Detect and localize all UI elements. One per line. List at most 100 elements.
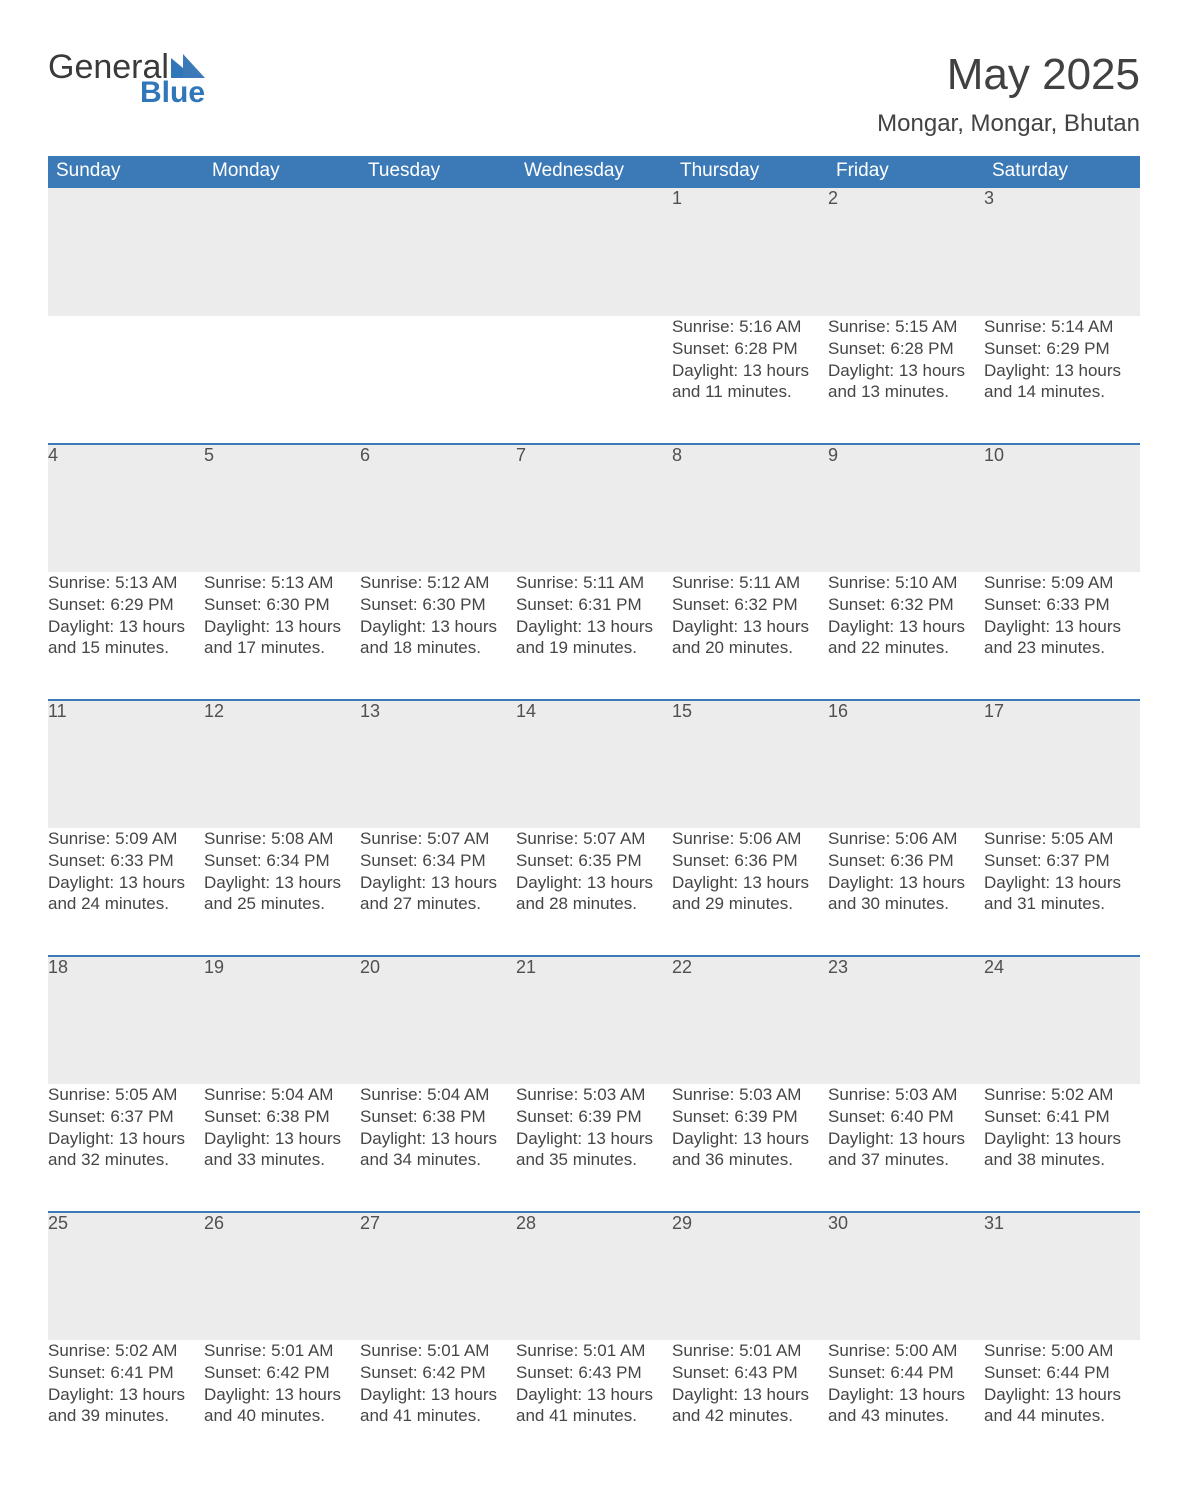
sunset-label: Sunset: xyxy=(828,339,890,358)
day-details-cell: Sunrise: 5:03 AMSunset: 6:39 PMDaylight:… xyxy=(672,1084,828,1212)
day-details-cell: Sunrise: 5:07 AMSunset: 6:34 PMDaylight:… xyxy=(360,828,516,956)
sunrise-value: 5:00 AM xyxy=(1051,1341,1113,1360)
sunset-value: 6:28 PM xyxy=(734,339,797,358)
day-daylight: Daylight: 13 hours and 34 minutes. xyxy=(360,1128,516,1172)
sunset-value: 6:41 PM xyxy=(110,1363,173,1382)
day-number: 19 xyxy=(204,957,224,977)
daylight-label: Daylight: xyxy=(48,873,119,892)
daylight-label: Daylight: xyxy=(48,1385,119,1404)
day-sunrise: Sunrise: 5:12 AM xyxy=(360,572,516,594)
day-number: 15 xyxy=(672,701,692,721)
sunset-label: Sunset: xyxy=(984,339,1046,358)
sunset-label: Sunset: xyxy=(204,1107,266,1126)
day-number: 23 xyxy=(828,957,848,977)
sunset-label: Sunset: xyxy=(984,1363,1046,1382)
day-number-cell: 7 xyxy=(516,444,672,572)
sunrise-label: Sunrise: xyxy=(204,1085,271,1104)
day-number-cell: 30 xyxy=(828,1212,984,1340)
sunrise-label: Sunrise: xyxy=(828,829,895,848)
sunrise-value: 5:05 AM xyxy=(115,1085,177,1104)
day-sunrise: Sunrise: 5:05 AM xyxy=(984,828,1140,850)
day-sunset: Sunset: 6:31 PM xyxy=(516,594,672,616)
daylight-label: Daylight: xyxy=(48,617,119,636)
daynum-row: 18192021222324 xyxy=(48,956,1140,1084)
sunset-value: 6:30 PM xyxy=(422,595,485,614)
day-number-cell: 11 xyxy=(48,700,204,828)
day-number-cell: 25 xyxy=(48,1212,204,1340)
sunset-label: Sunset: xyxy=(48,1363,110,1382)
day-sunset: Sunset: 6:34 PM xyxy=(204,850,360,872)
sunrise-value: 5:01 AM xyxy=(739,1341,801,1360)
sunrise-label: Sunrise: xyxy=(48,1085,115,1104)
day-details-cell: Sunrise: 5:16 AMSunset: 6:28 PMDaylight:… xyxy=(672,316,828,444)
day-details-cell: Sunrise: 5:11 AMSunset: 6:32 PMDaylight:… xyxy=(672,572,828,700)
day-daylight: Daylight: 13 hours and 36 minutes. xyxy=(672,1128,828,1172)
day-details-cell: Sunrise: 5:09 AMSunset: 6:33 PMDaylight:… xyxy=(48,828,204,956)
day-sunrise: Sunrise: 5:07 AM xyxy=(516,828,672,850)
sunrise-value: 5:11 AM xyxy=(583,573,644,592)
day-sunset: Sunset: 6:35 PM xyxy=(516,850,672,872)
sunset-label: Sunset: xyxy=(360,1363,422,1382)
sunrise-label: Sunrise: xyxy=(204,573,271,592)
sunrise-label: Sunrise: xyxy=(828,317,895,336)
day-daylight: Daylight: 13 hours and 32 minutes. xyxy=(48,1128,204,1172)
day-sunset: Sunset: 6:36 PM xyxy=(672,850,828,872)
sunset-label: Sunset: xyxy=(516,1363,578,1382)
day-sunrise: Sunrise: 5:06 AM xyxy=(828,828,984,850)
day-daylight: Daylight: 13 hours and 19 minutes. xyxy=(516,616,672,660)
calendar-body: 1 23 Sunrise: 5:16 AMSunset: 6:28 PMDaylig… xyxy=(48,188,1140,1468)
day-details-cell: Sunrise: 5:05 AMSunset: 6:37 PMDaylight:… xyxy=(48,1084,204,1212)
sunset-label: Sunset: xyxy=(984,1107,1046,1126)
day-details-cell: Sunrise: 5:10 AMSunset: 6:32 PMDaylight:… xyxy=(828,572,984,700)
sunrise-label: Sunrise: xyxy=(516,829,583,848)
day-number-cell: 1 xyxy=(672,188,828,316)
sunrise-value: 5:03 AM xyxy=(895,1085,957,1104)
daylight-label: Daylight: xyxy=(516,873,587,892)
sunrise-value: 5:07 AM xyxy=(583,829,645,848)
day-sunset: Sunset: 6:33 PM xyxy=(48,850,204,872)
details-row: Sunrise: 5:13 AMSunset: 6:29 PMDaylight:… xyxy=(48,572,1140,700)
day-number-cell: 10 xyxy=(984,444,1140,572)
daylight-label: Daylight: xyxy=(984,873,1055,892)
day-sunset: Sunset: 6:30 PM xyxy=(360,594,516,616)
sunrise-value: 5:04 AM xyxy=(271,1085,333,1104)
day-number: 24 xyxy=(984,957,1004,977)
daylight-label: Daylight: xyxy=(516,617,587,636)
day-number: 14 xyxy=(516,701,536,721)
day-number: 27 xyxy=(360,1213,380,1233)
day-details-cell xyxy=(204,316,360,444)
day-daylight: Daylight: 13 hours and 20 minutes. xyxy=(672,616,828,660)
sunrise-value: 5:01 AM xyxy=(427,1341,489,1360)
weekday-header: Tuesday xyxy=(360,156,516,188)
sunrise-value: 5:09 AM xyxy=(1051,573,1113,592)
sunset-value: 6:32 PM xyxy=(890,595,953,614)
daynum-row: 123 xyxy=(48,188,1140,316)
sunset-value: 6:28 PM xyxy=(890,339,953,358)
sunset-value: 6:37 PM xyxy=(1046,851,1109,870)
day-number: 4 xyxy=(48,445,58,465)
sunrise-label: Sunrise: xyxy=(984,1341,1051,1360)
calendar-head: SundayMondayTuesdayWednesdayThursdayFrid… xyxy=(48,156,1140,188)
day-number-cell: 14 xyxy=(516,700,672,828)
sunrise-value: 5:00 AM xyxy=(895,1341,957,1360)
sunset-value: 6:29 PM xyxy=(1046,339,1109,358)
day-sunrise: Sunrise: 5:01 AM xyxy=(204,1340,360,1362)
day-details-cell: Sunrise: 5:00 AMSunset: 6:44 PMDaylight:… xyxy=(984,1340,1140,1468)
day-daylight: Daylight: 13 hours and 38 minutes. xyxy=(984,1128,1140,1172)
sunset-value: 6:43 PM xyxy=(578,1363,641,1382)
day-daylight: Daylight: 13 hours and 13 minutes. xyxy=(828,360,984,404)
day-number-cell: 2 xyxy=(828,188,984,316)
day-details-cell xyxy=(48,316,204,444)
day-details-cell: Sunrise: 5:06 AMSunset: 6:36 PMDaylight:… xyxy=(672,828,828,956)
day-details-cell: Sunrise: 5:01 AMSunset: 6:43 PMDaylight:… xyxy=(672,1340,828,1468)
day-sunset: Sunset: 6:43 PM xyxy=(516,1362,672,1384)
day-number-cell: 24 xyxy=(984,956,1140,1084)
daylight-label: Daylight: xyxy=(672,1129,743,1148)
day-daylight: Daylight: 13 hours and 14 minutes. xyxy=(984,360,1140,404)
day-number: 1 xyxy=(672,188,682,208)
daylight-label: Daylight: xyxy=(828,873,899,892)
day-daylight: Daylight: 13 hours and 28 minutes. xyxy=(516,872,672,916)
day-sunset: Sunset: 6:38 PM xyxy=(204,1106,360,1128)
day-details-cell: Sunrise: 5:11 AMSunset: 6:31 PMDaylight:… xyxy=(516,572,672,700)
day-number: 30 xyxy=(828,1213,848,1233)
